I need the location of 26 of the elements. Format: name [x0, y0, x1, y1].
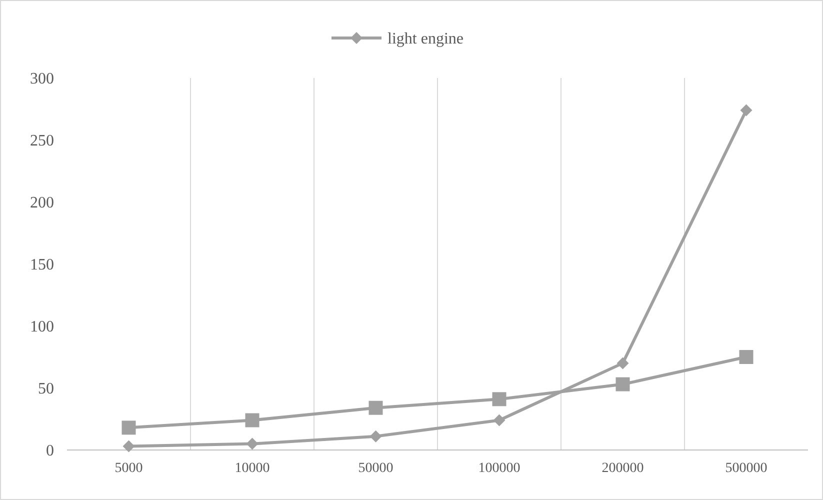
point: [370, 430, 382, 442]
x-tick-label: 5000: [114, 461, 143, 476]
y-tick-label: 100: [30, 318, 54, 336]
point: [492, 392, 506, 406]
point: [739, 350, 754, 364]
point: [246, 438, 258, 450]
point: [740, 104, 752, 116]
y-tick-label: 300: [30, 70, 54, 88]
x-tick-label: 50000: [358, 461, 394, 476]
y-tick-label: 150: [30, 256, 54, 274]
point: [616, 377, 630, 392]
point: [616, 357, 629, 370]
y-tick-label: 50: [38, 380, 54, 398]
point: [122, 420, 136, 435]
point: [245, 413, 260, 428]
point: [368, 400, 383, 415]
y-tick-label: 0: [46, 442, 54, 460]
point: [122, 440, 135, 452]
y-tick-label: 200: [30, 194, 54, 212]
x-tick-label: 500000: [725, 461, 768, 476]
y-tick-label: 250: [30, 132, 54, 150]
x-tick-label: 200000: [602, 461, 644, 476]
point: [493, 414, 506, 426]
x-tick-label: 100000: [478, 461, 520, 476]
legend-label: light engine: [388, 30, 464, 48]
x-tick-label: 10000: [234, 461, 270, 476]
